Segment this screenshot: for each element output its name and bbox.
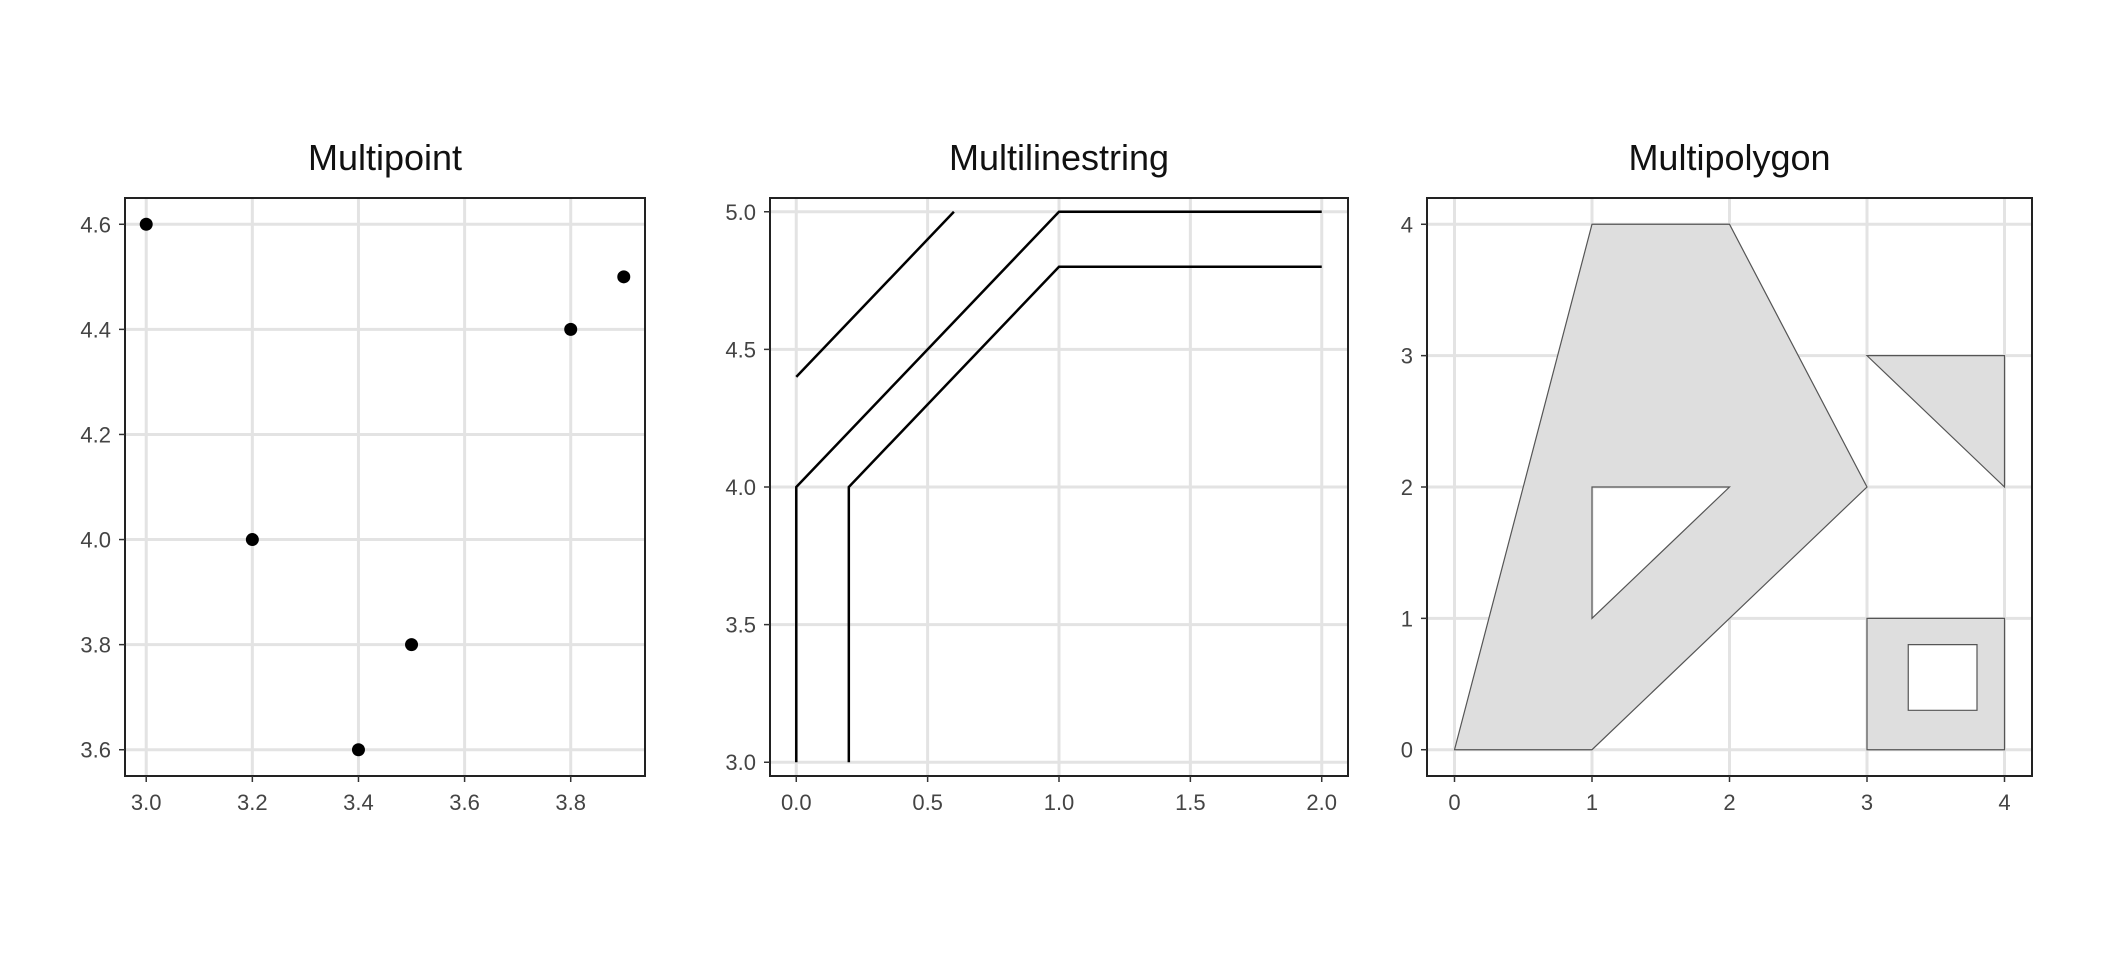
y-tick-label: 0 xyxy=(1401,738,1413,763)
y-tick-label: 1 xyxy=(1401,606,1413,631)
data-point xyxy=(245,533,259,547)
y-tick-label: 3.8 xyxy=(80,633,111,658)
x-tick-label: 2.0 xyxy=(1306,790,1337,815)
data-point xyxy=(351,743,365,757)
polygon xyxy=(1453,223,1868,751)
multipoint-title: Multipoint xyxy=(307,137,463,178)
x-tick-label: 3.0 xyxy=(131,790,162,815)
x-tick-label: 2 xyxy=(1723,790,1735,815)
y-tick-label: 5.0 xyxy=(725,200,756,225)
data-point xyxy=(405,638,419,652)
x-tick-label: 0.0 xyxy=(781,790,812,815)
x-tick-label: 3.2 xyxy=(237,790,268,815)
y-tick-label: 4.2 xyxy=(80,422,111,447)
multilinestring-title: Multilinestring xyxy=(948,137,1170,178)
x-tick-label: 0 xyxy=(1448,790,1460,815)
data-point xyxy=(617,270,631,284)
linestring xyxy=(795,210,955,378)
x-tick-label: 3.4 xyxy=(343,790,374,815)
y-tick-label: 4.6 xyxy=(80,212,111,237)
multipolygon-title: Multipolygon xyxy=(1628,137,1831,178)
y-tick-label: 4.0 xyxy=(80,528,111,553)
data-point xyxy=(564,322,578,336)
linestring xyxy=(847,265,1322,763)
x-tick-label: 3.6 xyxy=(449,790,480,815)
y-tick-label: 4.4 xyxy=(80,317,111,342)
x-tick-label: 0.5 xyxy=(912,790,943,815)
panel-border xyxy=(124,197,646,777)
x-tick-label: 3 xyxy=(1861,790,1873,815)
x-tick-label: 3.8 xyxy=(555,790,586,815)
x-tick-label: 1.5 xyxy=(1175,790,1206,815)
polygon xyxy=(1866,617,2006,751)
y-tick-label: 4 xyxy=(1401,212,1413,237)
x-tick-label: 4 xyxy=(1998,790,2010,815)
x-tick-label: 1 xyxy=(1586,790,1598,815)
y-tick-label: 3.6 xyxy=(80,738,111,763)
y-tick-label: 3.0 xyxy=(725,750,756,775)
polygon xyxy=(1865,355,2006,489)
data-point xyxy=(139,217,153,231)
y-tick-label: 4.5 xyxy=(725,337,756,362)
y-tick-label: 3.5 xyxy=(725,613,756,638)
linestring xyxy=(795,210,1322,763)
y-tick-label: 2 xyxy=(1401,475,1413,500)
x-tick-label: 1.0 xyxy=(1044,790,1075,815)
y-tick-label: 4.0 xyxy=(725,475,756,500)
y-tick-label: 3 xyxy=(1401,344,1413,369)
